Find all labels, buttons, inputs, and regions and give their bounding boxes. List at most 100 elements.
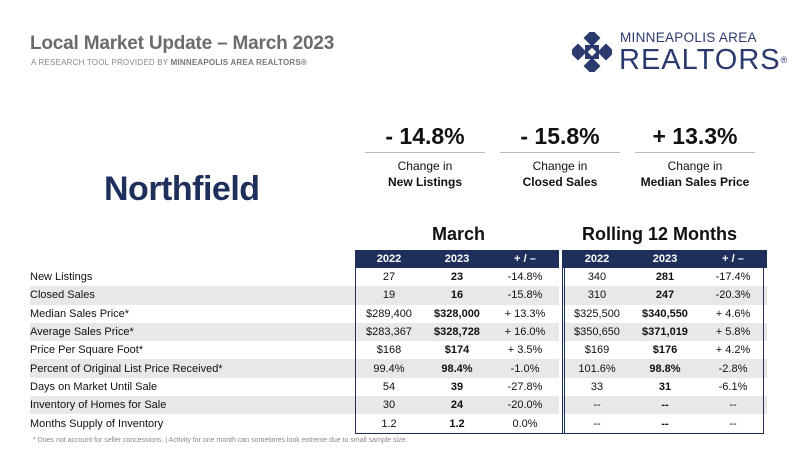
cell-r2022: -- <box>563 396 631 415</box>
row-label: Months Supply of Inventory <box>30 417 164 430</box>
header-mchg: + / – <box>491 250 559 268</box>
column-gap <box>559 322 563 342</box>
cell-r2022: $350,650 <box>563 322 631 342</box>
cell-mchg: -27.8% <box>507 380 543 393</box>
header-gap <box>559 250 563 268</box>
kpi-divider <box>635 152 755 153</box>
cell-m2023: 24 <box>423 396 491 415</box>
table-row: New Listings 27 23 -14.8% 340 281 -17.4% <box>30 268 767 287</box>
table-row: Percent of Original List Price Received*… <box>30 359 767 378</box>
kpi-value: + 13.3% <box>652 123 738 149</box>
cell-rchg: + 5.8% <box>699 322 767 342</box>
cell-m2023: 23 <box>450 271 464 284</box>
header-m2022: 2022 <box>355 250 423 268</box>
table-row: Days on Market Until Sale 54 39 -27.8% 33 31 -… <box>30 377 767 397</box>
kpi-value: - 14.8% <box>385 123 465 149</box>
logo-line-1: MINNEAPOLIS AREA <box>620 30 757 45</box>
table-row: Closed Sales 19 16 -15.8% 310 247 -20.3% <box>30 286 767 305</box>
cell-m2023: 1.2 <box>449 417 465 430</box>
subtitle-prefix: A RESEARCH TOOL PROVIDED BY <box>31 58 171 67</box>
market-stats-table: 2022 2023 + / – 2022 2023 + / – New List… <box>30 250 767 433</box>
area-name: Northfield <box>104 170 260 208</box>
cell-rchg: + 4.2% <box>715 344 751 357</box>
cell-rchg: + 4.6% <box>715 307 751 320</box>
cell-r2023: 98.8% <box>631 359 699 378</box>
kpi-new-listings: - 14.8% Change in New Listings <box>360 120 490 189</box>
cell-mchg: -1.0% <box>491 359 559 378</box>
cell-r2022: $169 <box>584 344 610 357</box>
kpi-closed-sales: - 15.8% Change in Closed Sales <box>495 120 625 189</box>
cell-mchg: + 13.3% <box>504 307 546 320</box>
kpi-label: Closed Sales <box>522 175 598 189</box>
cell-rchg: -- <box>729 417 737 430</box>
report-subtitle: A RESEARCH TOOL PROVIDED BY MINNEAPOLIS … <box>31 58 307 67</box>
cell-m2022: 19 <box>355 286 423 305</box>
cell-r2023: $371,019 <box>631 322 699 342</box>
logo-word: REALTORS <box>619 44 781 76</box>
table-row: Inventory of Homes for Sale 30 24 -20.0% -- -… <box>30 396 767 415</box>
cell-mchg: + 16.0% <box>491 322 559 342</box>
cell-r2023: 31 <box>658 380 672 393</box>
kpi-label: Median Sales Price <box>640 175 750 189</box>
cell-mchg: -14.8% <box>507 271 543 284</box>
cell-mchg: -20.0% <box>491 396 559 415</box>
header-r2023: 2023 <box>631 250 699 268</box>
cell-r2022: 310 <box>563 286 631 305</box>
row-label: Closed Sales <box>30 286 355 305</box>
section-title-rolling: Rolling 12 Months <box>582 224 737 244</box>
row-label: Median Sales Price* <box>30 307 130 320</box>
cell-r2023: $176 <box>652 344 678 357</box>
cell-m2022: $289,400 <box>366 307 412 320</box>
realtors-logo: MINNEAPOLIS AREA REALTORS® <box>572 30 787 75</box>
cell-r2023: $340,550 <box>642 307 688 320</box>
kpi-label-prefix: Change in <box>397 159 453 173</box>
table-row: Average Sales Price* $283,367 $328,728 + 16… <box>30 322 767 342</box>
cell-r2022: -- <box>593 417 601 430</box>
cell-m2023: $174 <box>444 344 470 357</box>
cell-mchg: 0.0% <box>512 417 538 430</box>
header-rchg: + / – <box>699 250 767 268</box>
cell-rchg: -- <box>699 396 767 415</box>
cell-m2022: 99.4% <box>355 359 423 378</box>
cell-m2022: $168 <box>376 344 402 357</box>
column-gap <box>559 377 563 397</box>
table-row: Price Per Square Foot* $168 $174 + 3.5% $169… <box>30 341 767 360</box>
row-label: Days on Market Until Sale <box>30 380 158 393</box>
cell-m2022: 30 <box>355 396 423 415</box>
cell-rchg: -6.1% <box>718 380 748 393</box>
cell-r2022: 33 <box>590 380 604 393</box>
kpi-label-prefix: Change in <box>667 159 723 173</box>
kpi-value: - 15.8% <box>520 123 600 149</box>
header-blank <box>30 250 355 268</box>
cell-m2022: 27 <box>382 271 396 284</box>
cell-r2023: -- <box>631 396 699 415</box>
cell-r2022: $325,500 <box>574 307 620 320</box>
column-gap <box>559 341 563 360</box>
row-label: Percent of Original List Price Received* <box>30 359 355 378</box>
header-r2022: 2022 <box>563 250 631 268</box>
cell-rchg: -2.8% <box>699 359 767 378</box>
kpi-divider <box>500 152 620 153</box>
cell-r2022: 340 <box>587 271 607 284</box>
table-row: Median Sales Price* $289,400 $328,000 + 13.… <box>30 304 767 323</box>
logo-line-2: REALTORS® <box>619 45 788 75</box>
cell-m2023: $328,000 <box>434 307 480 320</box>
cell-rchg: -20.3% <box>699 286 767 305</box>
section-title-monthly: March <box>432 224 486 244</box>
cell-m2023: 39 <box>450 380 464 393</box>
cell-m2022: 1.2 <box>381 417 397 430</box>
column-gap <box>559 359 563 378</box>
kpi-label-prefix: Change in <box>532 159 588 173</box>
header-m2023: 2023 <box>423 250 491 268</box>
cell-m2023: 98.4% <box>423 359 491 378</box>
cell-mchg: -15.8% <box>491 286 559 305</box>
subtitle-org: MINNEAPOLIS AREA REALTORS® <box>170 58 308 67</box>
kpi-median-sales-price: + 13.3% Change in Median Sales Price <box>630 120 760 189</box>
row-label: New Listings <box>30 271 93 284</box>
column-gap <box>559 414 563 433</box>
column-gap <box>559 396 563 415</box>
column-gap <box>559 286 563 305</box>
compass-cross-logo-icon <box>572 32 612 72</box>
row-label: Price Per Square Foot* <box>30 344 144 357</box>
cell-r2022: 101.6% <box>563 359 631 378</box>
